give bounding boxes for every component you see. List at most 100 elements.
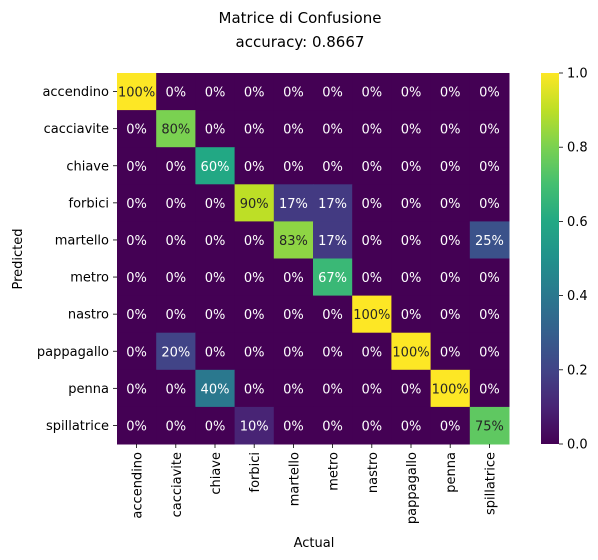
heatmap-cell [391,369,432,408]
heatmap-cell [156,184,196,222]
heatmap-cell [273,332,314,371]
cell-label: 0% [361,345,382,360]
heatmap-cell [117,147,157,185]
cell-label: 0% [165,197,186,212]
heatmap-cell [469,332,510,371]
heatmap-cell [469,295,510,334]
cell-label: 100% [432,382,469,397]
y-tick-label: cacciavite [44,122,109,137]
heatmap-cell [156,406,196,445]
heatmap-cell [234,147,275,185]
cell-label: 0% [440,160,461,175]
heatmap-cell [117,258,157,297]
heatmap-cell [391,406,432,445]
heatmap-cell [156,295,196,334]
x-axis-label: Actual [294,536,335,551]
heatmap-cell [352,73,392,111]
y-tick-label: forbici [69,196,110,211]
x-tick-label: cacciavite [170,452,185,517]
cell-label: 0% [440,123,461,138]
heatmap-cell [273,110,314,148]
chart-title: Matrice di Confusione [219,9,382,27]
cell-label: 0% [440,308,461,323]
cell-label: 0% [440,234,461,249]
heatmap-cell [117,369,157,408]
heatmap-cell [352,147,392,185]
y-tick-label: chiave [66,159,109,174]
cell-label: 0% [165,160,186,175]
heatmap-cell [117,184,157,222]
heatmap-cell [195,406,236,445]
y-tick-label: penna [68,382,109,397]
heatmap-cell [313,295,353,334]
cell-label: 0% [361,419,382,434]
cell-label: 0% [126,271,147,286]
cell-label: 0% [283,419,304,434]
cell-label: 0% [479,382,500,397]
heatmap-cell [234,73,275,111]
heatmap-cell [430,221,471,259]
cell-label: 0% [479,271,500,286]
heatmap-cell [117,73,157,111]
cell-label: 0% [165,271,186,286]
heatmap-cell [156,147,196,185]
cell-label: 0% [361,382,382,397]
heatmap-cell [391,295,432,334]
heatmap-cell [117,406,157,445]
heatmap-cell [430,110,471,148]
y-tick-label: spillatrice [46,419,109,434]
cell-label: 0% [283,271,304,286]
cell-label: 0% [401,271,422,286]
cell-label: 0% [283,86,304,101]
cell-label: 75% [475,419,504,434]
cell-label: 0% [244,123,265,138]
y-tick-label: pappagallo [37,345,109,360]
y-tick-label: metro [70,271,109,286]
cell-label: 0% [244,271,265,286]
heatmap-cell [430,332,471,371]
heatmap-cell [391,258,432,297]
heatmap-cell [469,406,510,445]
heatmap-cell [195,221,236,259]
x-tick-label: penna [444,452,459,493]
heatmap-cell [430,258,471,297]
cell-label: 0% [126,345,147,360]
y-tick-label: martello [55,233,109,248]
heatmap-cell [195,369,236,408]
heatmap-cell [195,295,236,334]
cell-label: 0% [322,160,343,175]
y-axis-ticks: accendino cacciavite chiave forbici martello… [37,85,117,434]
cell-label: 0% [440,197,461,212]
heatmap-cell [234,369,275,408]
cell-label: 60% [201,160,230,175]
heatmap-cell [273,184,314,222]
heatmap-cell [117,110,157,148]
heatmap-cell [313,147,353,185]
colorbar-ticks: 0.0 0.2 0.4 0.6 0.8 1.0 [559,67,588,453]
colorbar-tick-label: 0.6 [567,215,588,230]
heatmap-cell [352,184,392,222]
heatmap-cell [273,369,314,408]
cell-label: 0% [244,160,265,175]
cell-label: 25% [475,234,504,249]
cell-label: 0% [165,382,186,397]
x-tick-label: pappagallo [405,452,420,524]
heatmap-cell [156,369,196,408]
heatmap-cell [352,258,392,297]
heatmap-cell [391,221,432,259]
cell-label: 0% [283,308,304,323]
cell-label: 0% [479,86,500,101]
cell-label: 0% [479,308,500,323]
cell-label: 0% [244,345,265,360]
heatmap-cell [234,221,275,259]
heatmap-cell [234,184,275,222]
cell-label: 0% [244,382,265,397]
cell-label: 0% [205,234,226,249]
cell-label: 20% [161,345,190,360]
heatmap-cell [391,110,432,148]
heatmap-cell [156,73,196,111]
heatmap-cell [234,110,275,148]
heatmap-cell [313,369,353,408]
cell-label: 0% [401,123,422,138]
cell-label: 0% [244,308,265,323]
